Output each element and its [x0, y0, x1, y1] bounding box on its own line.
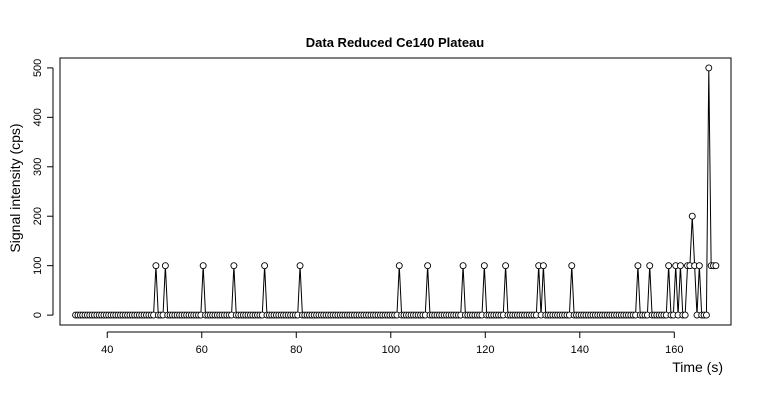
data-point	[676, 262, 684, 270]
data-point	[230, 262, 238, 270]
data-point	[712, 262, 720, 270]
data-point	[695, 262, 703, 270]
x-axis: 40 60 80 100 120 140 160	[101, 331, 683, 356]
plot-frame	[59, 57, 732, 326]
x-tick-label: 140	[571, 344, 589, 356]
data-point	[261, 262, 269, 270]
y-tick-label: 200	[32, 207, 44, 225]
data-point	[395, 262, 403, 270]
x-tick-label: 120	[476, 344, 494, 356]
data-point	[199, 262, 207, 270]
y-axis: 0 100 200 300 400 500	[32, 59, 54, 318]
data-point	[161, 262, 169, 270]
data-point	[702, 311, 710, 319]
data-series	[72, 64, 720, 319]
data-point	[688, 212, 696, 220]
data-point	[634, 262, 642, 270]
y-tick-label: 300	[32, 158, 44, 176]
data-point	[568, 262, 576, 270]
x-tick-label: 40	[101, 344, 113, 356]
data-point	[480, 262, 488, 270]
plot-border	[59, 57, 732, 326]
x-tick-label: 60	[196, 344, 208, 356]
data-point	[152, 262, 160, 270]
y-tick-label: 500	[32, 59, 44, 77]
data-point	[705, 64, 713, 72]
x-axis-label: Time (s)	[672, 359, 723, 375]
data-point	[296, 262, 304, 270]
series-line	[75, 67, 716, 316]
data-point	[646, 262, 654, 270]
data-point	[539, 262, 547, 270]
data-point	[424, 262, 432, 270]
data-point	[681, 311, 689, 319]
x-tick-label: 100	[382, 344, 400, 356]
y-tick-label: 400	[32, 108, 44, 126]
data-point	[459, 262, 467, 270]
y-tick-label: 0	[32, 312, 44, 318]
y-axis-label: Signal intensity (cps)	[7, 123, 23, 252]
x-tick-label: 160	[665, 344, 683, 356]
chart-title: Data Reduced Ce140 Plateau	[306, 35, 485, 50]
y-tick-label: 100	[32, 256, 44, 274]
x-tick-label: 80	[290, 344, 302, 356]
data-point	[665, 262, 673, 270]
data-point	[502, 262, 510, 270]
